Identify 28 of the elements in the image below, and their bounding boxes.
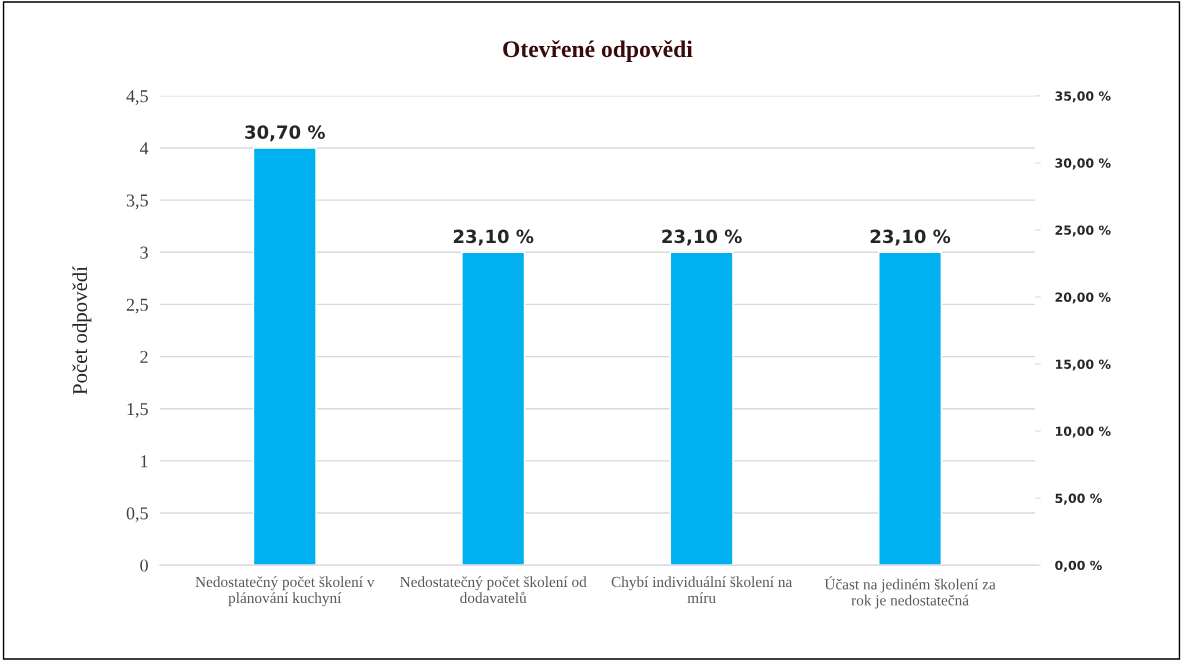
annotation: 30,70 % <box>245 125 325 142</box>
y2-tick-label: 20,00 % <box>1055 292 1111 304</box>
y-tick-label: 2 <box>140 350 148 363</box>
y-tick-label: 3 <box>140 246 148 259</box>
x-tick-label: Účast na jediném školení za rok je nedostatečná <box>824 576 996 609</box>
y2-tick-label: 0,00 % <box>1055 560 1102 572</box>
x-tick-label: Nedostatečný počet školení v plánování kuchyní <box>195 576 375 607</box>
annotation: 23,10 % <box>453 229 534 246</box>
annotation: 23,10 % <box>662 229 742 246</box>
chart-title: Otevřené odpovědi <box>503 40 693 62</box>
y2-tick-label: 10,00 % <box>1055 426 1111 438</box>
y-tick-label: 0 <box>140 559 148 572</box>
x-tick-label: Chybí individuální školení na míru <box>611 576 793 604</box>
y-tick-label: 2,5 <box>126 298 148 314</box>
y2-tick-label: 15,00 % <box>1055 359 1111 371</box>
y2-tick-label: 5,00 % <box>1055 493 1102 505</box>
y-tick-label: 4,5 <box>126 90 148 105</box>
y2-tick-label: 35,00 % <box>1055 91 1111 103</box>
x-tick-label: Nedostatečný počet školení od dodavatelů <box>400 576 587 604</box>
y-tick-label: 0,5 <box>126 507 148 523</box>
y2-tick-label: 30,00 % <box>1055 158 1111 170</box>
y-axis-title: Počet odpovědí <box>72 266 92 395</box>
y-tick-label: 1 <box>141 455 148 468</box>
annotation: 23,10 % <box>870 229 951 246</box>
y-tick-label: 1,5 <box>127 403 148 418</box>
y-tick-label: 3,5 <box>126 194 148 210</box>
y-tick-label: 4 <box>139 142 149 155</box>
y2-tick-label: 25,00 % <box>1055 225 1111 237</box>
